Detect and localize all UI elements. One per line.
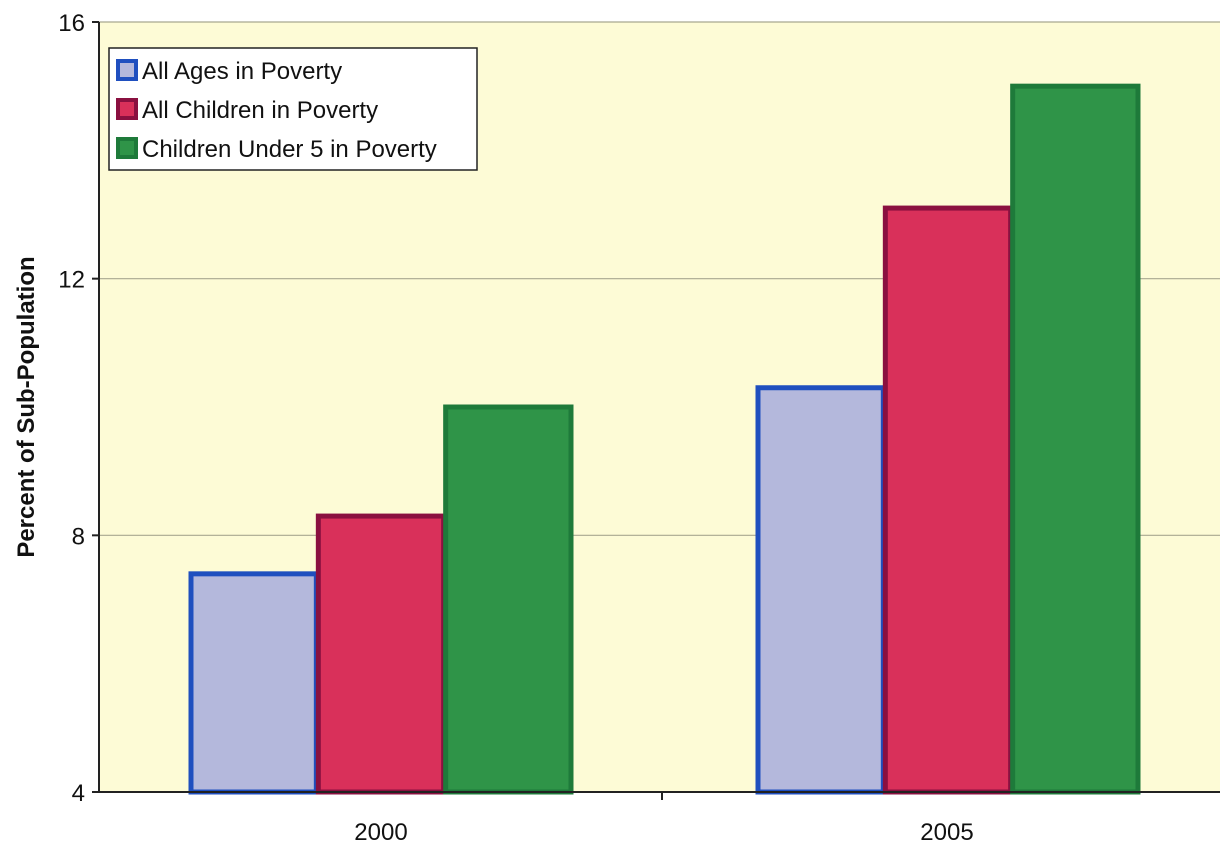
y-tick-label: 16 [58, 10, 85, 37]
bars [188, 83, 1141, 795]
bar-all-ages-in-poverty-2000 [188, 571, 319, 795]
legend-label: All Children in Poverty [142, 97, 378, 124]
bar-children-under-5-in-poverty-2005 [1010, 83, 1141, 795]
bar-all-children-in-poverty-2000 [315, 513, 447, 795]
legend-label: Children Under 5 in Poverty [142, 136, 437, 163]
axes: 4 8 12 16 2000 2005 [58, 10, 1220, 842]
bar-all-children-in-poverty-2005 [882, 205, 1014, 795]
legend-swatch [116, 98, 138, 120]
legend-swatch [116, 59, 138, 81]
y-axis-title: Percent of Sub-Population [13, 256, 40, 557]
legend-box [108, 47, 478, 171]
y-tick-label: 12 [58, 267, 85, 294]
legend-label: All Ages in Poverty [142, 58, 342, 85]
bar-children-under-5-in-poverty-2000 [443, 404, 574, 795]
bar-all-ages-in-poverty-2005 [755, 385, 886, 795]
legend-swatch [116, 137, 138, 159]
y-tick-label: 4 [72, 780, 85, 807]
x-tick-label-2005: 2005 [920, 819, 973, 842]
legend: All Ages in Poverty All Children in Pover… [108, 47, 478, 171]
y-tick-label: 8 [72, 523, 85, 550]
x-tick-label-2000: 2000 [354, 819, 407, 842]
